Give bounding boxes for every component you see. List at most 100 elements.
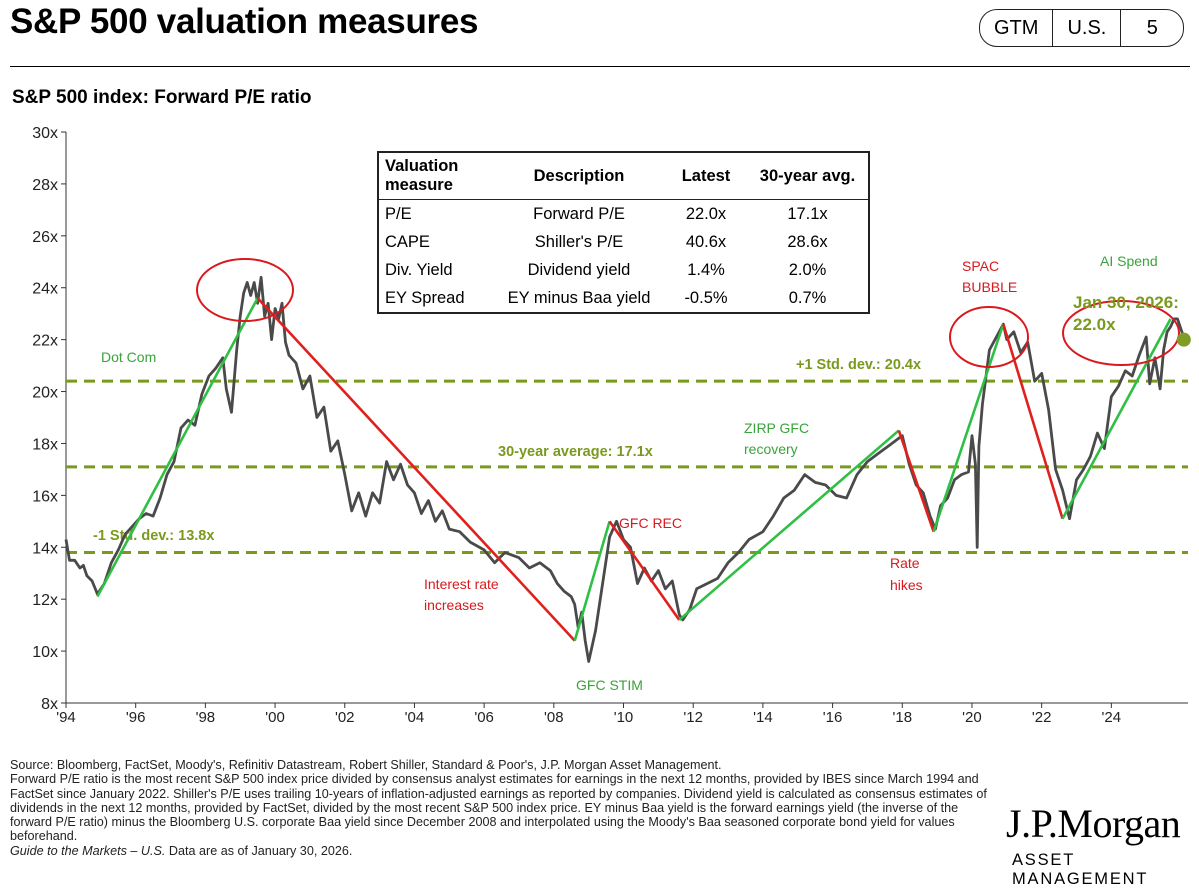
latest-point-marker [1176, 332, 1191, 347]
downtrend-line [897, 430, 935, 533]
annotation-label: hikes [890, 577, 923, 593]
latest-cell: 1.4% [687, 260, 725, 279]
asset-management-logo: ASSET MANAGEMENT [1012, 851, 1149, 888]
annotation-label: BUBBLE [962, 279, 1017, 295]
downtrend-line [256, 297, 576, 642]
annotation-label: GFC STIM [576, 677, 643, 693]
average-cell: 0.7% [788, 288, 827, 307]
table-row: Div. Yield Dividend yield 1.4% 2.0% [379, 256, 868, 284]
jpmorgan-logo: J.P.Morgan [1006, 801, 1181, 846]
y-tick-label: 24x [32, 281, 58, 298]
y-tick-label: 30x [32, 125, 58, 142]
reference-line-label: 30-year average: 17.1x [498, 444, 653, 460]
source-notes: Source: Bloomberg, FactSet, Moody's, Ref… [10, 758, 995, 858]
y-tick-label: 18x [32, 436, 58, 453]
chart-title: S&P 500 index: Forward P/E ratio [12, 87, 312, 108]
x-tick-label: '22 [1032, 709, 1052, 726]
y-tick-label: 12x [32, 592, 58, 609]
annotation-label: GFC REC [619, 515, 682, 531]
table-row: EY Spread EY minus Baa yield -0.5% 0.7% [379, 284, 868, 312]
gtm-badge: GTM U.S. 5 [979, 9, 1185, 47]
source-line: Source: Bloomberg, FactSet, Moody's, Ref… [10, 758, 722, 772]
header-latest: Latest [665, 153, 747, 200]
y-tick-label: 14x [32, 540, 58, 557]
valuation-table: Valuation measure Description Latest 30-… [377, 151, 870, 314]
x-tick-label: '04 [405, 709, 425, 726]
x-tick-label: '00 [265, 709, 285, 726]
reference-line-label: -1 Std. dev.: 13.8x [93, 528, 214, 544]
x-tick-label: '94 [56, 709, 76, 726]
annotation-label: Interest rate [424, 576, 499, 592]
as-of-line: Guide to the Markets – U.S. Data are as … [10, 844, 995, 858]
annotation-label: Rate [890, 555, 920, 571]
table-row: P/E Forward P/E 22.0x 17.1x [379, 200, 868, 229]
x-tick-label: '96 [126, 709, 146, 726]
x-tick-label: '24 [1102, 709, 1122, 726]
uptrend-line [932, 323, 1005, 533]
description-cell: Forward P/E [533, 204, 625, 223]
x-tick-label: '14 [753, 709, 773, 726]
forward-pe-line [64, 275, 1186, 663]
highlight-circle [1062, 300, 1180, 366]
x-tick-label: '12 [683, 709, 703, 726]
annotation-label: increases [424, 597, 484, 613]
x-tick-label: '10 [614, 709, 634, 726]
header-rule [10, 66, 1190, 67]
annotation-label: Dot Com [101, 349, 156, 365]
y-tick-label: 8x [41, 696, 58, 713]
latest-point-value: 22.0x [1073, 315, 1116, 334]
x-tick-label: '20 [962, 709, 982, 726]
latest-point-label: Jan 30, 2026: [1073, 293, 1179, 312]
downtrend-line [608, 520, 681, 621]
as-of-date: Data are as of January 30, 2026. [165, 843, 353, 858]
y-tick-label: 22x [32, 333, 58, 350]
annotation-label: ZIRP GFC [744, 420, 809, 436]
x-tick-label: '02 [335, 709, 355, 726]
y-tick-label: 10x [32, 644, 58, 661]
description-cell: Dividend yield [527, 260, 631, 279]
y-tick-label: 28x [32, 177, 58, 194]
header-description: Description [493, 153, 665, 200]
uptrend-line [573, 520, 611, 642]
measure-cell: P/E [385, 204, 412, 223]
guide-title: Guide to the Markets – U.S. [10, 843, 166, 858]
description-cell: EY minus Baa yield [507, 288, 651, 307]
latest-cell: -0.5% [684, 288, 728, 307]
reference-line-label: +1 Std. dev.: 20.4x [796, 357, 921, 373]
page-title: S&P 500 valuation measures [10, 2, 479, 41]
measure-cell: EY Spread [385, 288, 465, 307]
forward-pe-chart: 8x 10x 12x 14x 16x 18x 20x 22x 24x 26x 28x 30x '94 '9… [32, 125, 1191, 726]
badge-region: U.S. [1053, 10, 1122, 46]
average-cell: 28.6x [787, 232, 828, 251]
valuation-table-header: Valuation measure Description Latest 30-… [379, 153, 868, 200]
description-cell: Shiller's P/E [534, 232, 624, 251]
annotation-label: AI Spend [1100, 253, 1158, 269]
average-cell: 17.1x [787, 204, 828, 223]
table-row: CAPE Shiller's P/E 40.6x 28.6x [379, 228, 868, 256]
measure-cell: Div. Yield [385, 260, 453, 279]
annotation-label: SPAC [962, 258, 999, 274]
x-tick-label: '98 [196, 709, 216, 726]
measure-cell: CAPE [385, 232, 430, 251]
x-tick-label: '08 [544, 709, 564, 726]
uptrend-line [96, 297, 259, 598]
x-tick-label: '16 [823, 709, 843, 726]
header-valuation-measure: Valuation measure [379, 153, 493, 200]
x-tick-label: '06 [474, 709, 494, 726]
downtrend-line [1002, 323, 1064, 520]
average-cell: 2.0% [788, 260, 827, 279]
highlight-circle [949, 306, 1029, 368]
annotation-label: recovery [744, 441, 798, 457]
badge-gtm: GTM [980, 10, 1054, 46]
highlight-circle [196, 258, 294, 322]
latest-cell: 22.0x [685, 204, 727, 223]
methodology-notes: Forward P/E ratio is the most recent S&P… [10, 772, 987, 844]
y-tick-label: 26x [32, 229, 58, 246]
y-tick-label: 16x [32, 488, 58, 505]
x-tick-label: '18 [892, 709, 912, 726]
y-tick-label: 20x [32, 385, 58, 402]
latest-cell: 40.6x [685, 232, 727, 251]
header-30-year-avg: 30-year avg. [747, 153, 868, 200]
badge-page-number: 5 [1146, 16, 1158, 39]
uptrend-line [678, 429, 900, 621]
